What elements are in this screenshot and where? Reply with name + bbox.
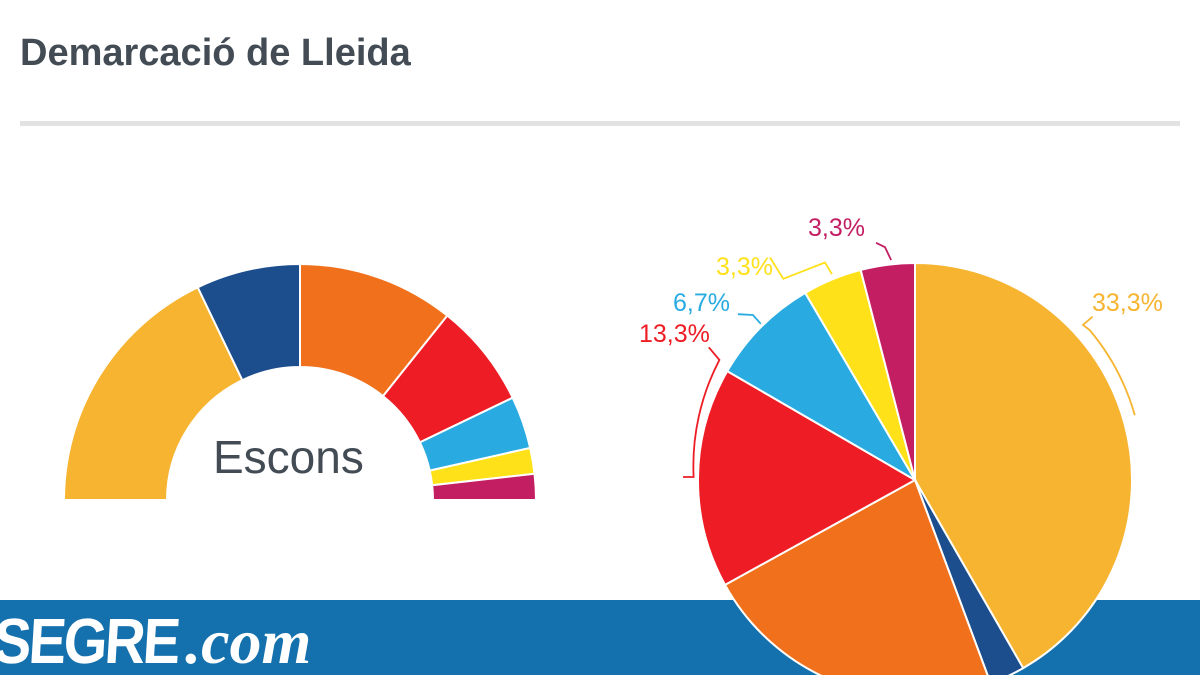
svg-text:6,7%: 6,7% (673, 289, 730, 317)
svg-text:3,3%: 3,3% (808, 214, 865, 242)
svg-text:33,3%: 33,3% (1092, 289, 1163, 317)
svg-text:3,3%: 3,3% (716, 253, 773, 281)
svg-text:13,3%: 13,3% (639, 320, 710, 348)
